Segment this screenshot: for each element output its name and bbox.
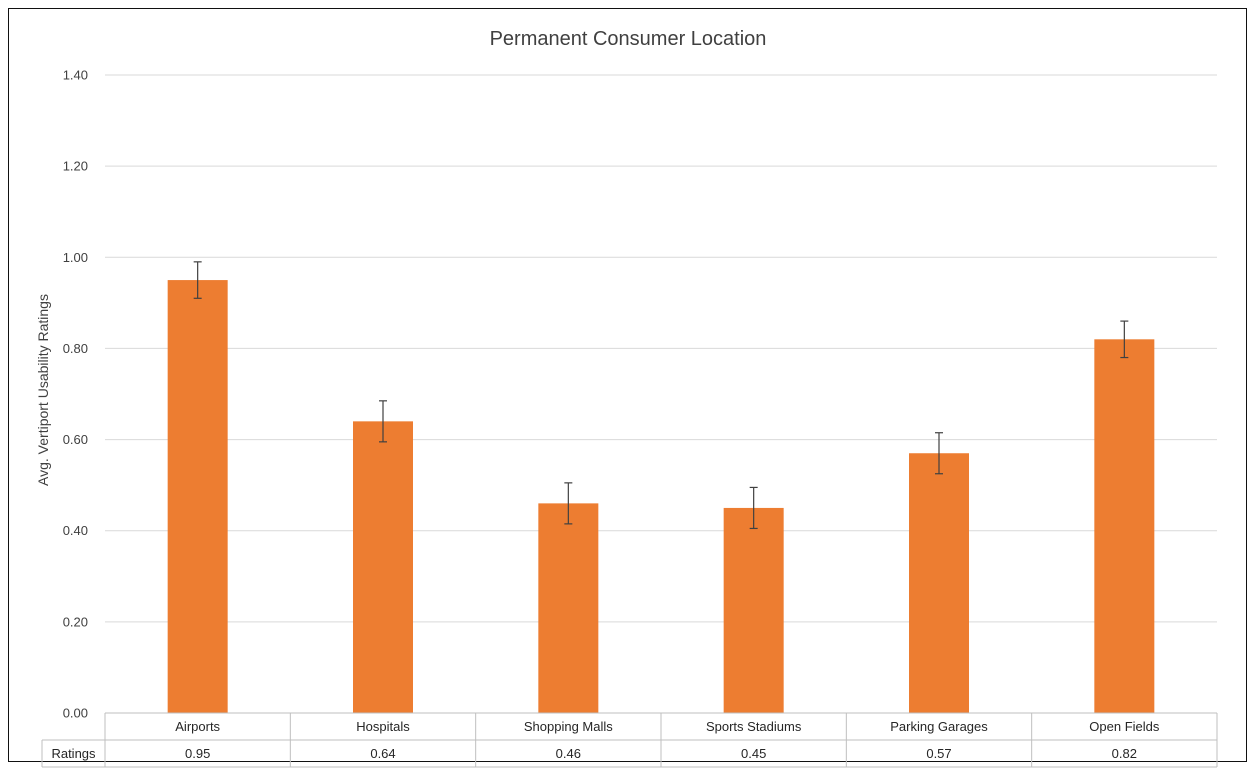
x-category-label: Shopping Malls (524, 719, 613, 734)
y-tick-label: 0.00 (63, 706, 88, 721)
bar (353, 421, 413, 713)
error-bar (379, 400, 387, 443)
bar (1094, 339, 1155, 713)
data-value-label: 0.45 (741, 746, 766, 761)
table-row-label: Ratings (51, 746, 96, 761)
y-tick-label: 0.40 (63, 523, 88, 538)
x-category-label: Airports (175, 719, 220, 734)
error-bar (564, 482, 573, 525)
bar (909, 453, 969, 713)
y-tick-label: 0.80 (63, 341, 88, 356)
bar (538, 503, 599, 713)
y-axis-label: Avg. Vertiport Usability Ratings (35, 294, 51, 486)
x-category-label: Parking Garages (890, 719, 988, 734)
x-category-label: Sports Stadiums (706, 719, 802, 734)
error-bar (193, 261, 202, 299)
x-category-label: Open Fields (1089, 719, 1160, 734)
y-tick-label: 1.20 (63, 159, 88, 174)
data-value-label: 0.64 (370, 746, 395, 761)
y-tick-label: 1.40 (63, 68, 88, 83)
data-value-label: 0.57 (926, 746, 951, 761)
bar (723, 507, 784, 713)
data-value-label: 0.95 (185, 746, 210, 761)
error-bar (935, 432, 943, 475)
data-value-label: 0.82 (1112, 746, 1137, 761)
data-value-label: 0.46 (556, 746, 581, 761)
error-bar (1120, 320, 1129, 359)
y-tick-label: 1.00 (63, 250, 88, 265)
y-tick-label: 0.20 (63, 614, 88, 629)
y-tick-label: 0.60 (63, 432, 88, 447)
x-category-label: Hospitals (356, 719, 410, 734)
error-bar (749, 486, 758, 530)
chart-title: Permanent Consumer Location (490, 28, 767, 50)
bar (167, 280, 228, 713)
